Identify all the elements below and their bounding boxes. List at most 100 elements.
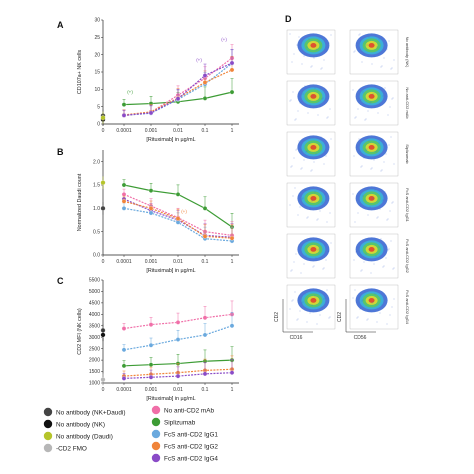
event-dot — [324, 297, 326, 299]
event-dot — [321, 98, 323, 100]
event-dot — [366, 44, 368, 46]
event-dot — [375, 255, 377, 257]
data-point — [148, 375, 154, 380]
event-dot — [308, 142, 310, 144]
event-dot — [299, 206, 301, 208]
flow-row-label: FcS anti-CD2 IgG2 — [405, 239, 410, 274]
event-dot — [311, 65, 313, 67]
event-dot — [375, 151, 377, 153]
legend-marker — [151, 441, 161, 451]
event-dot — [366, 148, 368, 150]
event-dot — [291, 300, 293, 302]
event-dot — [376, 321, 378, 323]
event-dot — [330, 242, 332, 244]
x-tick-label: 0.1 — [202, 128, 209, 134]
flow-plot — [286, 233, 336, 279]
event-dot — [314, 87, 316, 89]
zero-point — [100, 377, 106, 383]
event-dot — [301, 167, 303, 169]
legend-marker — [151, 453, 161, 463]
legend-marker — [43, 419, 53, 429]
zero-point — [100, 205, 106, 211]
event-dot — [289, 204, 291, 206]
event-dot — [308, 38, 310, 40]
x-tick-label: 1 — [231, 128, 234, 134]
event-dot — [307, 216, 309, 218]
event-dot — [381, 304, 383, 306]
flow-plot — [286, 29, 336, 75]
y-tick-label: 0.0 — [93, 253, 100, 259]
event-dot — [313, 265, 315, 267]
flow-plot: FcS anti-CD2 IgG1 — [349, 182, 410, 228]
event-dot — [368, 244, 370, 246]
event-dot — [294, 187, 296, 189]
event-dot — [290, 166, 292, 168]
event-dot — [391, 202, 393, 204]
data-point — [202, 80, 208, 85]
event-dot — [367, 214, 369, 216]
density-layer — [368, 94, 375, 99]
data-point — [148, 188, 154, 193]
y-tick-label: 1.5 — [93, 183, 100, 189]
event-dot — [387, 114, 389, 116]
event-dot — [357, 212, 359, 214]
event-dot — [388, 40, 390, 42]
event-dot — [328, 146, 330, 148]
event-dot — [368, 36, 370, 38]
event-dot — [392, 201, 394, 203]
x-axis-title: [Rituximab] in µg/mL — [146, 137, 195, 143]
event-dot — [330, 138, 332, 140]
data-point — [229, 323, 235, 329]
event-dot — [291, 269, 293, 271]
event-dot — [315, 153, 317, 155]
event-dot — [370, 101, 372, 103]
event-dot — [297, 214, 299, 216]
y-tick-label: 1500 — [89, 369, 100, 375]
x-tick-label: 0.001 — [145, 387, 158, 393]
event-dot — [323, 59, 325, 61]
y-tick-label: 25 — [94, 35, 100, 41]
event-dot — [388, 248, 390, 250]
x-tick-label: 0 — [102, 387, 105, 393]
event-dot — [316, 219, 318, 221]
event-dot — [295, 253, 297, 255]
y-tick-label: 1.0 — [93, 206, 100, 212]
data-point — [148, 110, 154, 116]
event-dot — [317, 249, 319, 251]
legend-label: FcS anti-CD2 IgG2 — [164, 443, 218, 450]
event-dot — [352, 193, 354, 195]
event-dot — [362, 299, 364, 301]
panel-a: A 0 5 10 15 20 25 30 0 0.0001 0.001 0.01 0.1 1 [Rituxi… — [57, 18, 239, 143]
event-dot — [361, 61, 363, 63]
event-dot — [305, 151, 307, 153]
event-dot — [289, 100, 291, 102]
event-dot — [316, 48, 318, 50]
legend-label: FcS anti-CD2 IgG1 — [164, 431, 218, 438]
y-axis-title: Normalized Daudi count — [77, 173, 83, 231]
event-dot — [378, 246, 380, 248]
x-tick-label: 0.0001 — [116, 387, 132, 393]
event-dot — [373, 159, 375, 161]
event-dot — [315, 49, 317, 51]
event-dot — [300, 101, 302, 103]
event-dot — [352, 297, 354, 299]
x-axis-title: [Rituximab] in µg/mL — [146, 268, 195, 274]
data-point — [121, 326, 127, 331]
x-tick-label: 0.001 — [145, 259, 158, 265]
y-tick-label: 1000 — [89, 381, 100, 387]
event-dot — [303, 55, 305, 57]
annotation: (+) — [196, 58, 202, 63]
panel-c: C 1000 1500 2000 2500 3000 3500 4000 4500 5000 550… — [57, 276, 239, 402]
flow-row-label: No antibody (NK) — [405, 37, 410, 68]
event-dot — [319, 106, 321, 108]
panel-d: D No antibody (NK) No anti-CD2 mAb Siplizum… — [274, 14, 410, 341]
event-dot — [314, 295, 316, 297]
event-dot — [298, 36, 300, 38]
event-dot — [366, 319, 368, 321]
event-dot — [389, 210, 391, 212]
data-point — [175, 216, 181, 221]
flow-y-label: CD2 — [274, 312, 280, 322]
annotation: (+) — [127, 89, 133, 94]
event-dot — [330, 34, 332, 36]
data-point — [202, 234, 208, 239]
